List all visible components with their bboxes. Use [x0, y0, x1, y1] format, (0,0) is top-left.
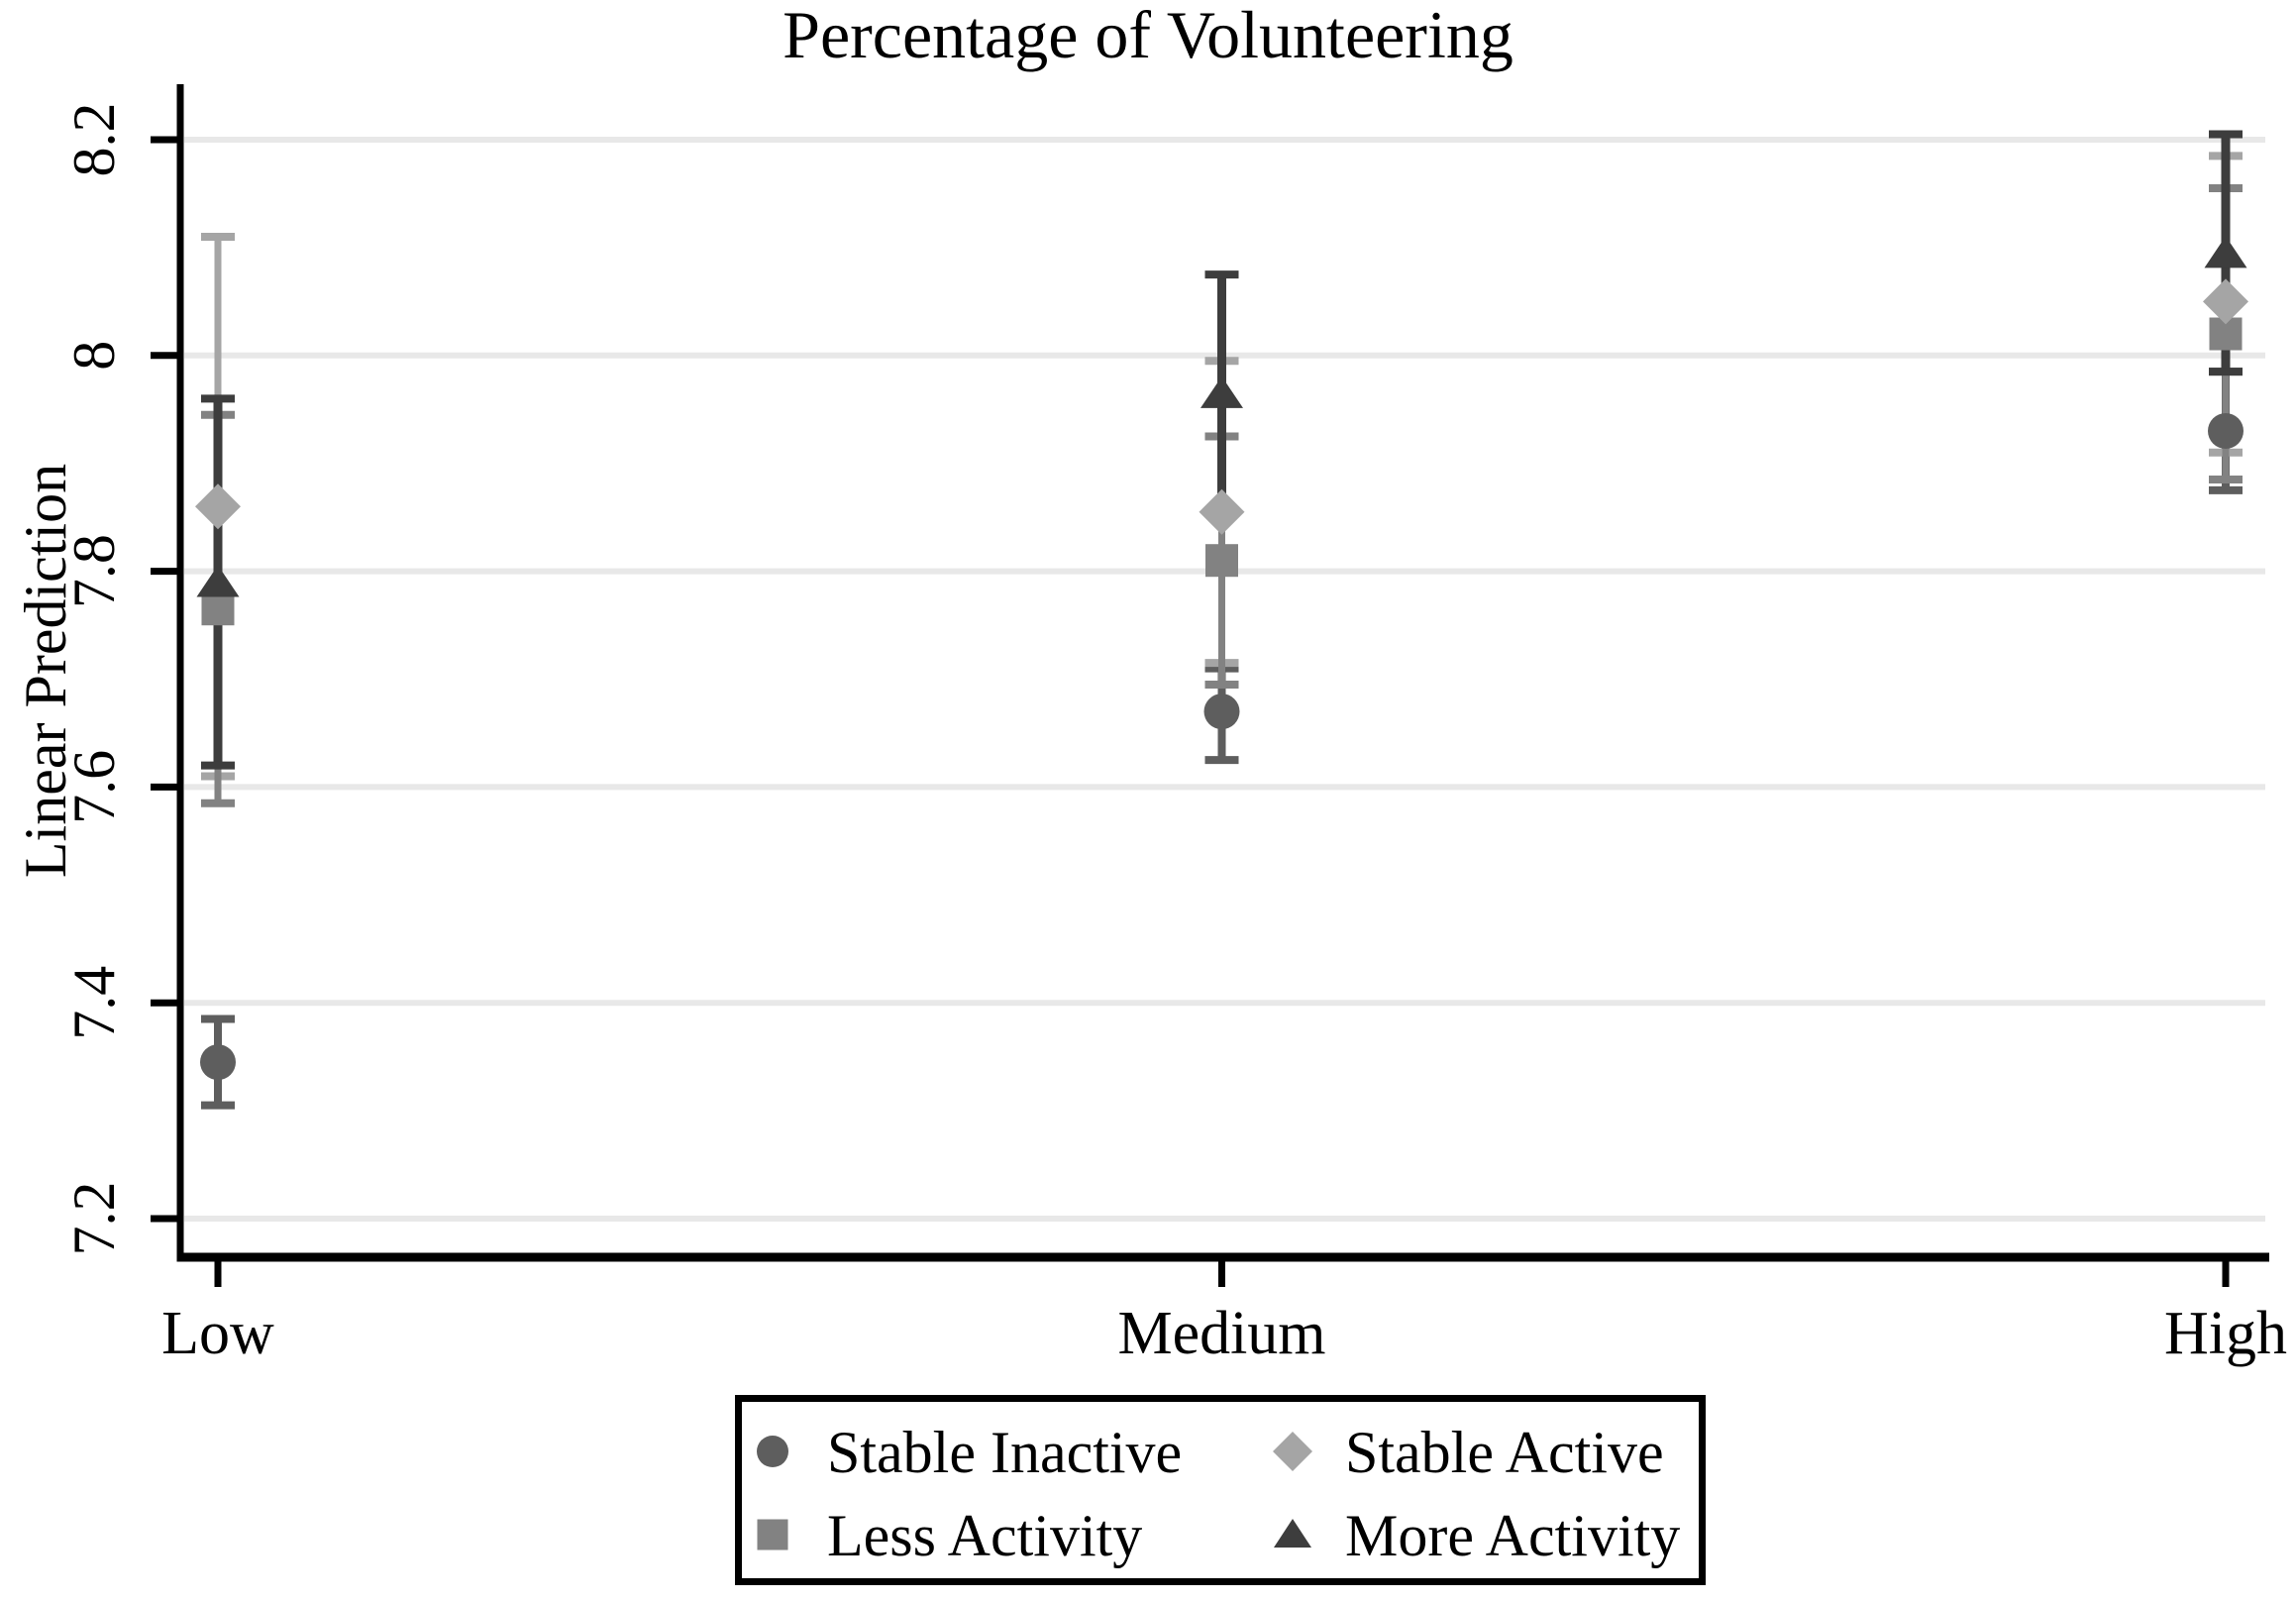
- y-axis-title: Linear Prediction: [13, 464, 78, 878]
- axes: [176, 84, 2269, 1262]
- marker-less-activity: [1205, 544, 1238, 578]
- legend-marker-less-activity: [757, 1519, 788, 1550]
- marker-stable-inactive: [2208, 413, 2244, 450]
- legend-marker-stable-inactive: [757, 1436, 788, 1467]
- y-tick-label: 8: [61, 341, 127, 371]
- y-tick-label: 8.2: [61, 103, 127, 177]
- marker-stable-active: [2203, 278, 2248, 325]
- error-bars: [201, 130, 2243, 1110]
- marker-more-activity: [1200, 375, 1243, 408]
- legend: Stable Inactive Stable Active Less Activit…: [735, 1395, 1706, 1585]
- x-category-label: High: [2164, 1300, 2287, 1367]
- legend-box: [735, 1395, 1706, 1585]
- marker-more-activity: [2204, 236, 2247, 268]
- x-category-label: Medium: [1117, 1300, 1325, 1367]
- y-tick-label: 7.8: [61, 534, 127, 608]
- x-category-label: Low: [161, 1300, 274, 1367]
- legend-label-more-activity: More Activity: [1345, 1503, 1680, 1568]
- y-tick-label: 7.4: [61, 966, 127, 1040]
- legend-label-stable-active: Stable Active: [1345, 1420, 1664, 1485]
- legend-marker-more-activity: [1274, 1519, 1311, 1548]
- legend-label-less-activity: Less Activity: [827, 1503, 1142, 1568]
- legend-label-stable-inactive: Stable Inactive: [827, 1420, 1182, 1485]
- marker-stable-inactive: [1203, 694, 1240, 730]
- marker-stable-inactive: [200, 1044, 236, 1081]
- marker-less-activity: [201, 592, 235, 626]
- y-tick-label: 7.6: [61, 750, 127, 824]
- marker-more-activity: [196, 565, 240, 597]
- marker-stable-active: [1199, 488, 1245, 535]
- y-tick-label: 7.2: [61, 1182, 127, 1256]
- marker-stable-active: [195, 483, 241, 530]
- axis-ticks-and-labels: 8.2 8 7.8 7.6 7.4 7.2 Low Medium High: [61, 103, 2287, 1368]
- series-markers: [195, 236, 2248, 1081]
- chart-title: Percentage of Volunteering: [783, 0, 1513, 72]
- legend-marker-stable-active: [1273, 1432, 1312, 1471]
